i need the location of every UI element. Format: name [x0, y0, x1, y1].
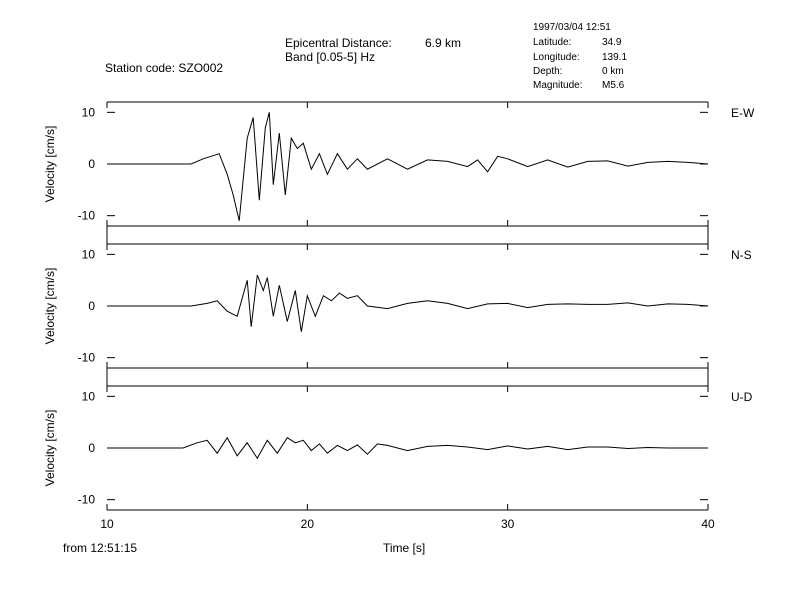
y-tick-label: 10 [82, 105, 96, 119]
y-tick-label: -10 [78, 351, 96, 365]
magnitude-label: Magnitude: [533, 80, 583, 91]
y-tick-label: -10 [78, 493, 96, 507]
y-tick-label: 0 [88, 157, 95, 171]
y-tick-label: 10 [82, 247, 96, 261]
waveform-line [107, 274, 709, 332]
magnitude-value: M5.6 [602, 80, 625, 91]
waveform-line [107, 112, 709, 221]
y-axis-label: Velocity [cm/s] [43, 126, 57, 203]
y-axis-label: Velocity [cm/s] [43, 268, 57, 345]
component-label: E-W [731, 106, 755, 120]
component-label: U-D [731, 390, 753, 404]
y-tick-label: 0 [88, 441, 95, 455]
x-axis-label: Time [s] [383, 541, 426, 555]
y-tick-label: 0 [88, 299, 95, 313]
epicentral-distance-value: 6.9 km [425, 36, 462, 50]
y-tick-label: -10 [78, 209, 96, 223]
latitude-value: 34.9 [602, 37, 622, 48]
x-tick-label: 20 [301, 517, 315, 531]
depth-value: 0 km [602, 66, 624, 77]
epicentral-distance-label: Epicentral Distance: [285, 36, 392, 50]
from-time-label: from 12:51:15 [63, 541, 138, 555]
y-tick-label: 10 [82, 389, 96, 403]
x-tick-label: 30 [501, 517, 515, 531]
band-label: Band [0.05-5] Hz [285, 50, 376, 64]
y-axis-label: Velocity [cm/s] [43, 410, 57, 487]
longitude-label: Longitude: [533, 52, 580, 63]
x-tick-label: 40 [701, 517, 715, 531]
component-label: N-S [731, 248, 752, 262]
waveform-line [107, 436, 708, 460]
x-tick-label: 10 [100, 517, 114, 531]
event-datetime: 1997/03/04 12:51 [533, 22, 611, 33]
depth-label: Depth: [533, 66, 563, 77]
station-code: Station code: SZO002 [105, 61, 224, 75]
longitude-value: 139.1 [602, 52, 628, 63]
latitude-label: Latitude: [533, 37, 572, 48]
